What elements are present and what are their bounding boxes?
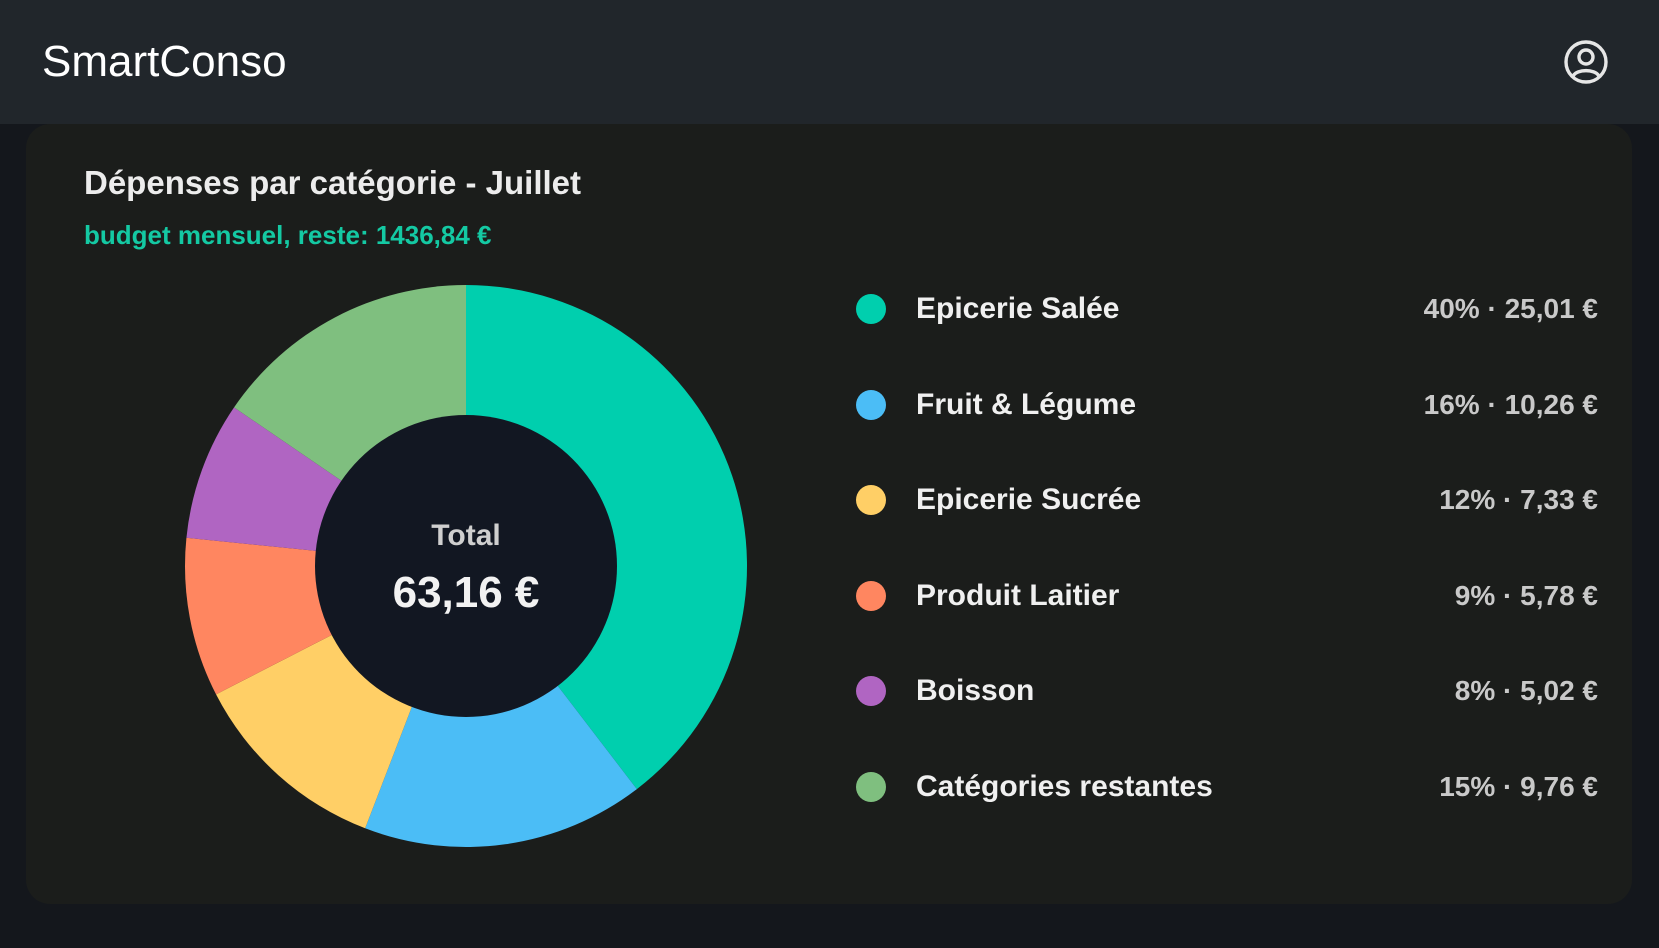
legend-item-boisson[interactable]: Boisson 8% · 5,02 € [856, 646, 1598, 742]
legend-dot [856, 676, 886, 706]
legend-label: Fruit & Légume [916, 387, 1137, 421]
legend-dot [856, 389, 886, 420]
legend-value: 15% · 9,76 € [1439, 770, 1598, 802]
legend-value: 12% · 7,33 € [1439, 484, 1598, 515]
budget-remaining: budget mensuel, reste: 1436,84 € [84, 220, 492, 250]
legend-label: Catégories restantes [916, 769, 1213, 803]
legend-value: 40% · 25,01 € [1423, 293, 1598, 324]
legend-value: 8% · 5,02 € [1454, 675, 1598, 706]
legend-item-produit-laitier[interactable]: Produit Laitier 9% · 5,78 € [856, 551, 1598, 647]
legend-dot [856, 485, 886, 515]
center-total: 63,16 € [393, 568, 540, 617]
card-title: Dépenses par catégorie - Juillet [84, 164, 582, 201]
legend-label: Boisson [916, 674, 1035, 707]
donut-chart: Total 63,16 € [185, 285, 748, 848]
legend-label: Epicerie Salée [916, 292, 1120, 325]
chart-legend: Epicerie Salée 40% · 25,01 € Fruit & Lég… [856, 264, 1598, 837]
legend-dot [856, 771, 886, 802]
center-label: Total [431, 519, 500, 552]
user-circle-icon [1564, 40, 1608, 84]
spending-card: Dépenses par catégorie - Juillet budget … [26, 124, 1632, 904]
legend-item-epicerie-salee[interactable]: Epicerie Salée 40% · 25,01 € [856, 264, 1598, 360]
account-button[interactable] [1562, 38, 1610, 86]
app-title: SmartConso [42, 37, 287, 86]
app-bar: SmartConso [0, 0, 1659, 124]
legend-label: Produit Laitier [916, 578, 1120, 612]
legend-label: Epicerie Sucrée [916, 483, 1142, 516]
legend-value: 16% · 10,26 € [1423, 388, 1598, 420]
legend-item-categories-restantes[interactable]: Catégories restantes 15% · 9,76 € [856, 742, 1598, 838]
legend-dot [856, 580, 886, 611]
legend-value: 9% · 5,78 € [1454, 579, 1598, 611]
donut-hole [315, 415, 617, 717]
legend-item-fruit-legume[interactable]: Fruit & Légume 16% · 10,26 € [856, 360, 1598, 456]
legend-dot [856, 294, 886, 324]
legend-item-epicerie-sucree[interactable]: Epicerie Sucrée 12% · 7,33 € [856, 455, 1598, 551]
